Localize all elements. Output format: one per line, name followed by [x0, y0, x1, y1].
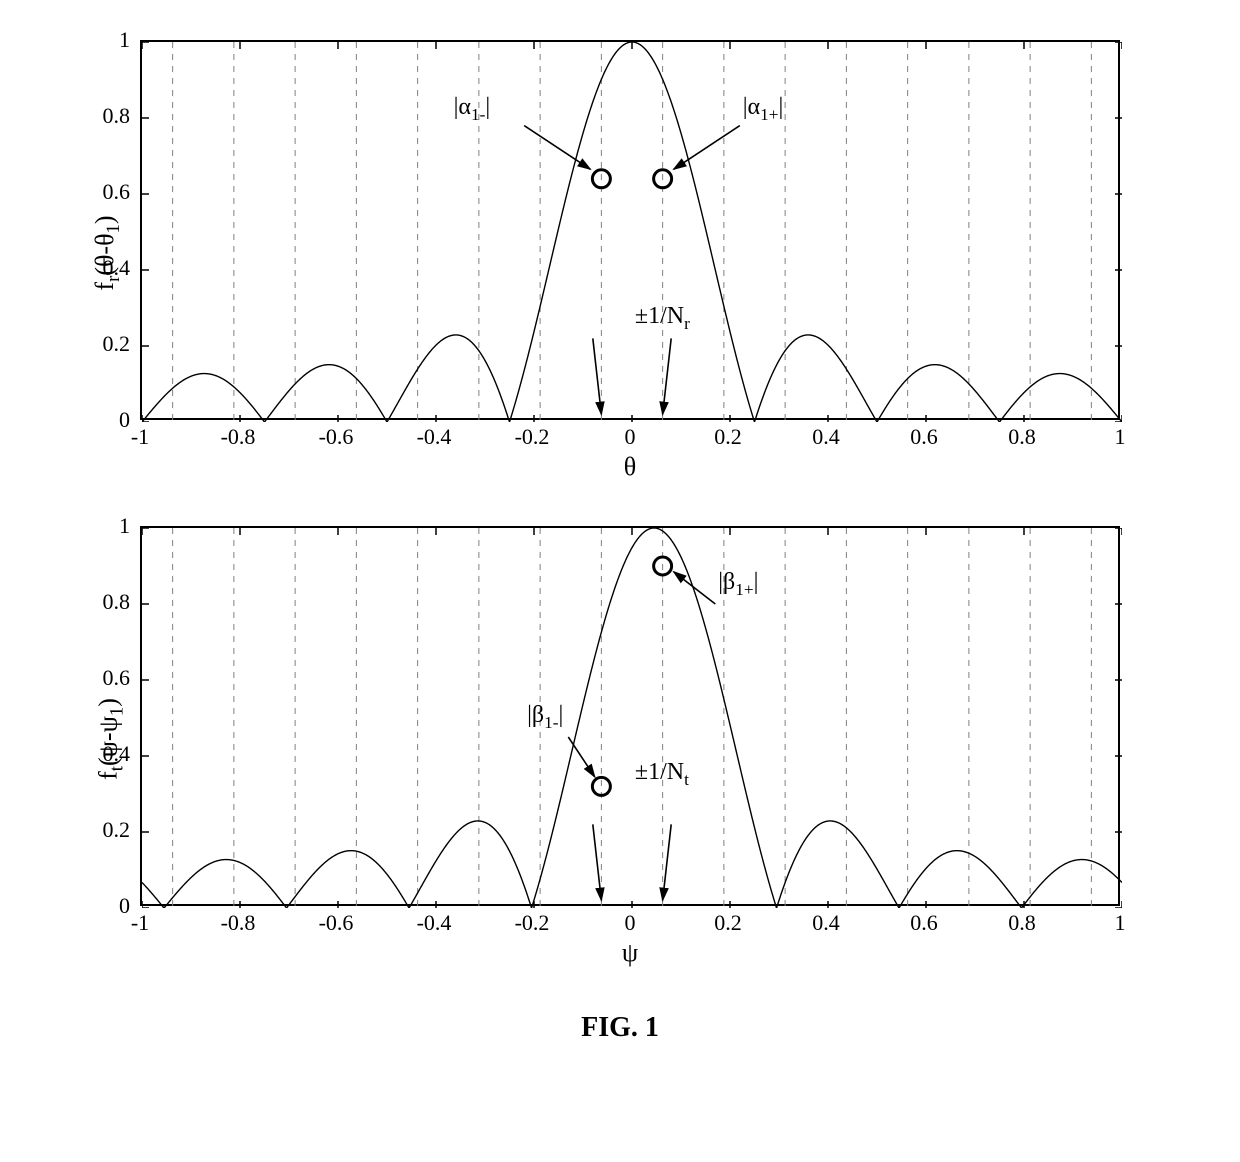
figure-caption: FIG. 1 — [60, 1012, 1180, 1044]
x-axis-label: θ — [140, 452, 1120, 482]
x-tick-label: 0.6 — [910, 910, 938, 936]
y-tick-label: 0.2 — [60, 817, 130, 843]
y-tick-label: 0.4 — [60, 255, 130, 281]
y-tick-label: 0.6 — [60, 179, 130, 205]
x-tick-label: 0.2 — [714, 910, 742, 936]
x-tick-label: 0 — [625, 424, 636, 450]
x-tick-label: -0.2 — [515, 910, 550, 936]
y-tick-label: 0 — [60, 893, 130, 919]
x-tick-label: -0.6 — [319, 424, 354, 450]
x-tick-label: 0.8 — [1008, 910, 1036, 936]
y-tick-label: 0.4 — [60, 741, 130, 767]
x-tick-label: -0.4 — [417, 424, 452, 450]
chart-panel: ft(ψ-ψ1) -1 -0.8 -0.6 -0.4 -0.2 0 0.2 0.4 0.6 0.8 1… — [60, 526, 1180, 952]
x-tick-label: 0.6 — [910, 424, 938, 450]
x-tick-label: 0.4 — [812, 910, 840, 936]
y-tick-label: 0.8 — [60, 589, 130, 615]
x-tick-label: -0.6 — [319, 910, 354, 936]
x-tick-label: 0.8 — [1008, 424, 1036, 450]
annotation-label: ±1/Nt — [635, 759, 689, 790]
x-tick-label: -0.8 — [221, 424, 256, 450]
annotation-label: |β1+| — [718, 569, 758, 600]
annotation-label: ±1/Nr — [635, 303, 690, 334]
annotation-label: |β1-| — [527, 702, 563, 733]
x-axis-label: ψ — [140, 938, 1120, 968]
y-tick-label: 1 — [60, 513, 130, 539]
x-tick-label: 1 — [1115, 424, 1126, 450]
plot-area — [140, 526, 1120, 906]
y-tick-label: 0 — [60, 407, 130, 433]
y-axis-label: ft(ψ-ψ1) — [93, 698, 128, 780]
x-tick-label: -1 — [131, 910, 149, 936]
x-tick-label: 1 — [1115, 910, 1126, 936]
x-tick-label: 0 — [625, 910, 636, 936]
plot-area — [140, 40, 1120, 420]
x-tick-label: 0.2 — [714, 424, 742, 450]
x-tick-label: -0.8 — [221, 910, 256, 936]
chart-panel: fr(θ-θ1)-1-0.8-0.6-0.4-0.200.20.40.60.81… — [60, 40, 1180, 466]
y-tick-label: 0.2 — [60, 331, 130, 357]
y-tick-label: 0.8 — [60, 103, 130, 129]
x-tick-label: 0.4 — [812, 424, 840, 450]
x-tick-label: -0.4 — [417, 910, 452, 936]
figure: fr(θ-θ1)-1-0.8-0.6-0.4-0.200.20.40.60.81… — [60, 40, 1180, 1044]
annotation-label: |α1+| — [743, 94, 784, 125]
x-tick-label: -1 — [131, 424, 149, 450]
y-tick-label: 0.6 — [60, 665, 130, 691]
annotation-label: |α1-| — [454, 94, 491, 125]
y-tick-label: 1 — [60, 27, 130, 53]
x-tick-label: -0.2 — [515, 424, 550, 450]
